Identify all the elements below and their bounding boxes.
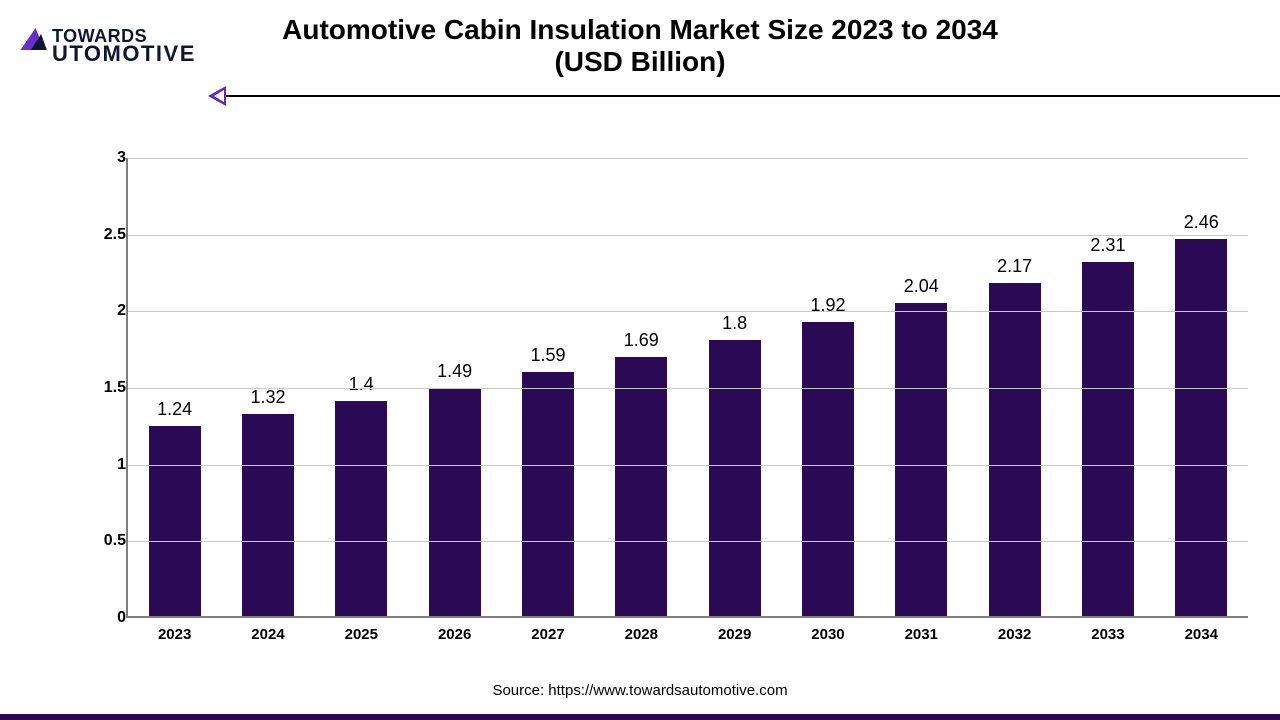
x-axis-tick-label: 2032 xyxy=(998,626,1031,643)
bar-value-label: 1.59 xyxy=(530,345,565,366)
bar-value-label: 1.69 xyxy=(624,330,659,351)
bar-value-label: 1.4 xyxy=(349,374,374,395)
header-underline xyxy=(218,95,1280,97)
bar-slot: 2.042031 xyxy=(875,158,968,616)
bar xyxy=(709,340,761,616)
bar xyxy=(1175,239,1227,616)
x-axis-tick-label: 2030 xyxy=(811,626,844,643)
y-axis-tick-label: 0.5 xyxy=(66,532,126,550)
y-axis-tick-label: 1.5 xyxy=(66,379,126,397)
bar-slot: 1.922030 xyxy=(781,158,874,616)
bar-slot: 1.82029 xyxy=(688,158,781,616)
x-axis-tick-label: 2024 xyxy=(251,626,284,643)
bar xyxy=(615,357,667,616)
bar-value-label: 2.31 xyxy=(1090,235,1125,256)
gridline xyxy=(128,158,1248,159)
bar-slot: 2.172032 xyxy=(968,158,1061,616)
x-axis-tick-label: 2029 xyxy=(718,626,751,643)
x-axis-tick-label: 2028 xyxy=(625,626,658,643)
bar xyxy=(802,322,854,616)
x-axis-tick-label: 2025 xyxy=(345,626,378,643)
footer-accent-bar xyxy=(0,714,1280,720)
y-axis-tick-label: 2.5 xyxy=(66,226,126,244)
gridline xyxy=(128,235,1248,236)
source-caption: Source: https://www.towardsautomotive.co… xyxy=(0,682,1280,699)
x-axis-tick-label: 2026 xyxy=(438,626,471,643)
title-line2: (USD Billion) xyxy=(0,46,1280,78)
bar-value-label: 1.32 xyxy=(250,387,285,408)
arrow-left-icon xyxy=(208,86,226,106)
bar-value-label: 2.04 xyxy=(904,276,939,297)
x-axis-tick-label: 2023 xyxy=(158,626,191,643)
bar-value-label: 2.17 xyxy=(997,256,1032,277)
bar-slot: 1.692028 xyxy=(595,158,688,616)
bars-container: 1.2420231.3220241.420251.4920261.5920271… xyxy=(128,158,1248,616)
bar-chart: 1.2420231.3220241.420251.4920261.5920271… xyxy=(48,158,1248,638)
plot-area: 1.2420231.3220241.420251.4920261.5920271… xyxy=(126,158,1248,618)
gridline xyxy=(128,541,1248,542)
x-axis-tick-label: 2027 xyxy=(531,626,564,643)
chart-title: Automotive Cabin Insulation Market Size … xyxy=(0,14,1280,78)
gridline xyxy=(128,388,1248,389)
bar xyxy=(522,372,574,616)
bar-slot: 1.42025 xyxy=(315,158,408,616)
bar xyxy=(895,303,947,616)
gridline xyxy=(128,465,1248,466)
bar-slot: 1.322024 xyxy=(221,158,314,616)
bar-value-label: 1.92 xyxy=(810,295,845,316)
bar xyxy=(989,283,1041,616)
x-axis-tick-label: 2034 xyxy=(1185,626,1218,643)
bar-value-label: 1.24 xyxy=(157,399,192,420)
page: TOWARDS UTOMOTIVE Automotive Cabin Insul… xyxy=(0,0,1280,720)
bar xyxy=(1082,262,1134,616)
bar-slot: 1.492026 xyxy=(408,158,501,616)
bar-slot: 2.462034 xyxy=(1155,158,1248,616)
y-axis-tick-label: 3 xyxy=(66,149,126,167)
y-axis-tick-label: 2 xyxy=(66,302,126,320)
bar xyxy=(429,388,481,616)
title-line1: Automotive Cabin Insulation Market Size … xyxy=(0,14,1280,46)
bar-value-label: 1.8 xyxy=(722,313,747,334)
x-axis-tick-label: 2031 xyxy=(905,626,938,643)
gridline xyxy=(128,311,1248,312)
bar xyxy=(335,401,387,616)
bar-slot: 1.592027 xyxy=(501,158,594,616)
bar-slot: 2.312033 xyxy=(1061,158,1154,616)
bar-value-label: 1.49 xyxy=(437,361,472,382)
bar xyxy=(242,414,294,616)
y-axis-tick-label: 0 xyxy=(66,609,126,627)
y-axis-tick-label: 1 xyxy=(66,456,126,474)
x-axis-tick-label: 2033 xyxy=(1091,626,1124,643)
bar-slot: 1.242023 xyxy=(128,158,221,616)
bar-value-label: 2.46 xyxy=(1184,212,1219,233)
bar xyxy=(149,426,201,616)
